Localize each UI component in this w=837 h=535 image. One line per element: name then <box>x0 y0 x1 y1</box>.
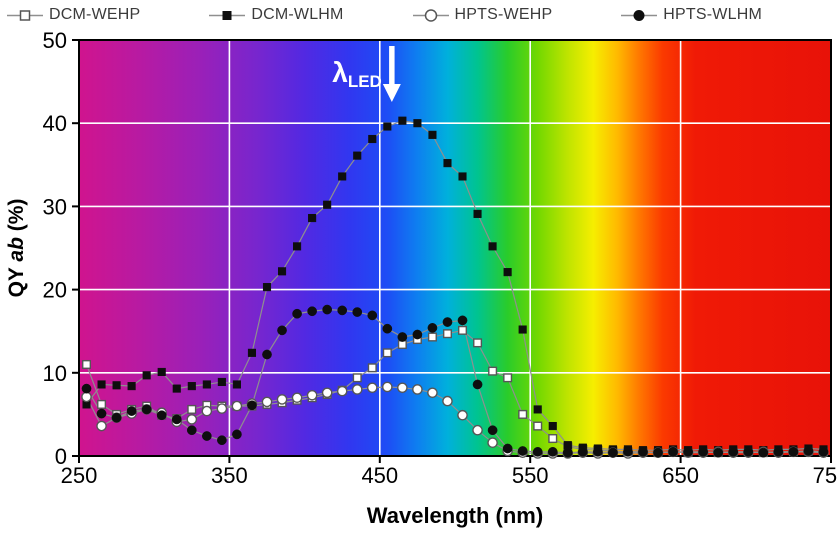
open-circle-marker-icon <box>412 8 449 22</box>
legend-label: HPTS-WEHP <box>454 6 553 23</box>
x-tick-label: 350 <box>211 463 248 488</box>
y-title-text: (%) <box>5 198 28 238</box>
y-tick-label: 40 <box>43 111 67 136</box>
y-title-italic-text: ab <box>5 237 28 262</box>
series-markers-HPTS-WLHM <box>81 304 829 458</box>
down-arrow-head-icon <box>382 84 401 102</box>
x-axis-title: Wavelength (nm) <box>366 503 544 528</box>
x-tick-label: 550 <box>512 463 549 488</box>
x-tick-label: 750 <box>813 463 837 488</box>
y-tick-label: 50 <box>43 28 67 53</box>
filled-circle-marker-icon <box>621 9 658 21</box>
legend-item-hpts-wehp: HPTS-WEHP <box>412 6 553 24</box>
y-tick-label: 0 <box>55 444 67 469</box>
spectrum-background <box>79 40 831 456</box>
legend-item-dcm-wlhm: DCM-WLHM <box>208 6 343 24</box>
filled-square-marker-icon <box>209 10 246 20</box>
plot-border <box>78 39 832 457</box>
y-tick-label: 10 <box>43 361 67 386</box>
x-tick-label: 450 <box>361 463 398 488</box>
gridlines <box>79 40 831 456</box>
x-tick-label: 650 <box>662 463 699 488</box>
x-tick-label: 250 <box>61 463 98 488</box>
y-tick-label: 20 <box>43 278 67 303</box>
y-title-text: QY <box>5 261 28 298</box>
legend-item-dcm-wehp: DCM-WEHP <box>6 6 140 24</box>
legend-label: DCM-WLHM <box>251 6 344 23</box>
y-tick-label: 30 <box>43 194 67 219</box>
led-wavelength-annotation: λLED <box>332 46 401 102</box>
legend-label: HPTS-WLHM <box>663 6 762 23</box>
y-axis-title: QY ab (%) <box>5 199 29 298</box>
legend-item-hpts-wlhm: HPTS-WLHM <box>620 6 762 24</box>
chart-legend: DCM-WEHP DCM-WLHM HPTS-WEHP HPTS-WLHM <box>6 3 762 27</box>
legend-label: DCM-WEHP <box>49 6 141 23</box>
led-wavelength-label: λLED <box>332 57 382 91</box>
open-square-marker-icon <box>7 9 43 21</box>
axis-ticks: 250 350 450 550 650 750 0 10 20 30 40 50 <box>43 28 837 488</box>
